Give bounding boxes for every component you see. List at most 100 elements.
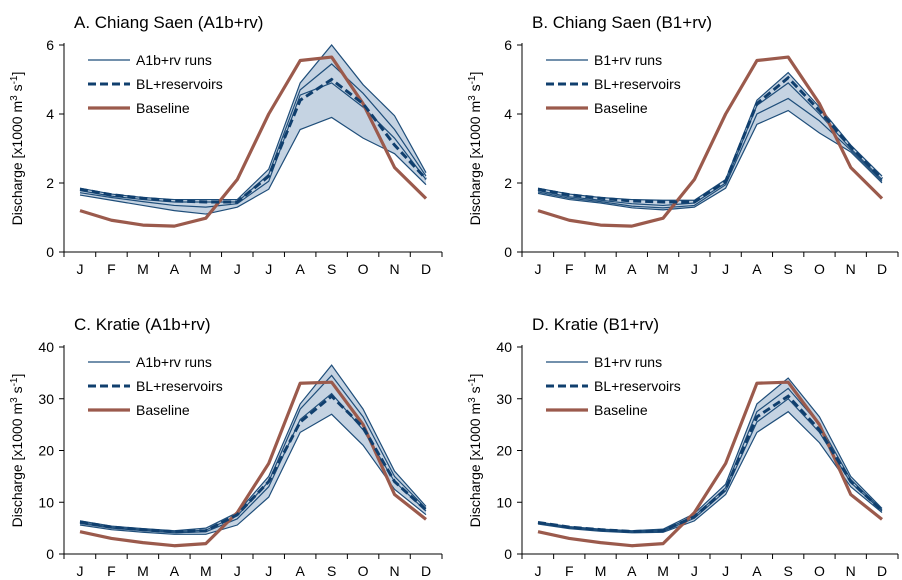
series-run-4	[79, 413, 427, 535]
y-tick-label: 20	[496, 443, 512, 459]
x-tick-label: M	[200, 261, 212, 277]
legend: A1b+rv runs BL+reservoirs Baseline	[88, 354, 223, 418]
chart-panel-2: 0 2 4 6 J F M A M J J A S O N D Discharge [x1000 m3 s-1]…	[467, 13, 899, 277]
y-axis-label: Discharge [x1000 m3 s-1]	[467, 72, 484, 226]
x-tick-label: M	[657, 261, 669, 277]
x-tick-label: S	[784, 261, 793, 277]
x-tick-label: A	[170, 563, 180, 579]
y-tick-label: 4	[46, 106, 54, 122]
y-tick-label: 6	[504, 37, 512, 53]
x-tick-label: N	[846, 563, 856, 579]
legend-label-baseline: Baseline	[136, 100, 190, 116]
runs-range-band	[80, 365, 426, 535]
y-axis-label: Discharge [x1000 m3 s-1]	[9, 72, 26, 226]
x-tick-label: A	[296, 261, 306, 277]
x-tick-label: O	[358, 261, 369, 277]
x-tick-label: D	[421, 563, 431, 579]
series-run-2	[537, 387, 883, 533]
y-tick-label: 40	[496, 339, 512, 355]
x-tick-label: M	[595, 261, 607, 277]
legend-label-reservoirs: BL+reservoirs	[136, 76, 223, 92]
legend-label-reservoirs: BL+reservoirs	[136, 378, 223, 394]
legend-label-runs: B1+rv runs	[594, 354, 662, 370]
chart-title: C. Kratie (A1b+rv)	[74, 315, 211, 334]
chart-title: A. Chiang Saen (A1b+rv)	[74, 13, 263, 32]
y-tick-label: 30	[38, 391, 54, 407]
y-axis-label: Discharge [x1000 m3 s-1]	[467, 374, 484, 528]
x-tick-label: M	[200, 563, 212, 579]
x-tick-label: J	[722, 563, 729, 579]
x-tick-label: A	[296, 563, 306, 579]
x-tick-label: A	[752, 261, 762, 277]
x-tick-label: S	[327, 563, 336, 579]
legend-label-runs: A1b+rv runs	[136, 354, 212, 370]
y-tick-label: 6	[46, 37, 54, 53]
x-tick-label: D	[877, 563, 887, 579]
y-tick-label: 30	[496, 391, 512, 407]
x-tick-label: F	[565, 563, 574, 579]
x-tick-label: M	[595, 563, 607, 579]
y-axis-label: Discharge [x1000 m3 s-1]	[9, 374, 26, 528]
legend-label-baseline: Baseline	[136, 402, 190, 418]
series-run-4	[537, 109, 883, 211]
chart-panel-1: 0 2 4 6 J F M A M J J A S O N D Discharge [x1000 m3 s-1]…	[9, 13, 443, 277]
x-tick-label: J	[722, 261, 729, 277]
x-tick-label: N	[389, 563, 399, 579]
x-tick-label: M	[657, 563, 669, 579]
y-tick-label: 2	[46, 175, 54, 191]
chart-panel-4: 0 10 20 30 40 J F M A M J J A S O N D Discharge [x1000 m3…	[467, 315, 899, 579]
series-bl-reservoirs	[79, 77, 428, 204]
series-run-3	[537, 97, 883, 209]
x-tick-label: A	[627, 261, 637, 277]
series-run-4	[79, 116, 427, 215]
y-tick-label: 10	[38, 494, 54, 510]
x-tick-label: J	[77, 261, 84, 277]
y-tick-label: 10	[496, 494, 512, 510]
series-run-3	[537, 397, 883, 533]
series-run-1	[79, 44, 427, 201]
y-tick-label: 40	[38, 339, 54, 355]
series-run-1	[537, 377, 883, 532]
runs-range-band	[538, 378, 882, 533]
x-tick-label: J	[265, 563, 272, 579]
legend-label-baseline: Baseline	[594, 402, 648, 418]
x-tick-label: D	[421, 261, 431, 277]
legend: A1b+rv runs BL+reservoirs Baseline	[88, 52, 223, 116]
runs-range-band	[538, 72, 882, 210]
legend-label-runs: A1b+rv runs	[136, 52, 212, 68]
legend-label-baseline: Baseline	[594, 100, 648, 116]
x-tick-label: A	[170, 261, 180, 277]
x-tick-label: M	[137, 563, 149, 579]
x-tick-label: J	[234, 261, 241, 277]
legend: B1+rv runs BL+reservoirs Baseline	[546, 52, 681, 116]
x-tick-label: J	[691, 261, 698, 277]
legend-label-reservoirs: BL+reservoirs	[594, 76, 681, 92]
x-tick-label: M	[137, 261, 149, 277]
x-tick-label: O	[358, 563, 369, 579]
x-tick-label: N	[846, 261, 856, 277]
series-bl-reservoirs	[537, 75, 884, 204]
y-tick-label: 0	[504, 546, 512, 562]
chart-panel-3: 0 10 20 30 40 J F M A M J J A S O N D Discharge [x1000 m3…	[9, 315, 443, 579]
series-run-4	[537, 410, 883, 534]
x-tick-label: F	[107, 563, 116, 579]
y-tick-label: 20	[38, 443, 54, 459]
x-tick-label: J	[535, 261, 542, 277]
x-tick-label: S	[784, 563, 793, 579]
x-tick-label: O	[814, 261, 825, 277]
series-bl-reservoirs	[537, 394, 884, 533]
x-tick-label: A	[627, 563, 637, 579]
series-baseline	[537, 55, 884, 228]
series-run-3	[79, 392, 427, 534]
x-tick-label: S	[327, 261, 336, 277]
x-tick-label: J	[265, 261, 272, 277]
series-baseline	[79, 380, 427, 548]
series-baseline	[537, 380, 883, 548]
x-tick-label: F	[107, 261, 116, 277]
y-tick-label: 0	[46, 244, 54, 260]
x-tick-label: D	[877, 261, 887, 277]
chart-title: D. Kratie (B1+rv)	[532, 315, 659, 334]
y-tick-label: 0	[46, 546, 54, 562]
